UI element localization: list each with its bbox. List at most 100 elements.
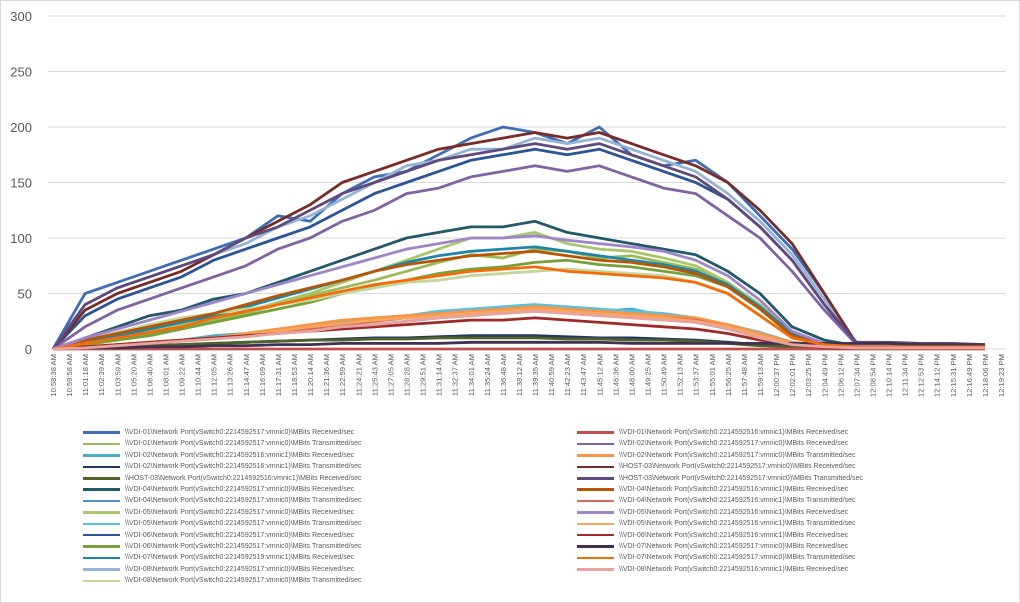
legend-swatch — [577, 568, 614, 571]
legend-entry: \\VDI-02\Network Port(vSwitch0:221459251… — [577, 450, 863, 461]
line-chart: 0 50 100 150 200 250 300 10:58:38 AM 10:59:58 AM… — [10, 9, 1006, 397]
x-tick-label: 11:12:05 AM — [210, 354, 219, 396]
legend-entry: \\HOST-03\Network Port(vSwitch0:22145925… — [577, 461, 863, 472]
x-tick-label: 11:31:14 AM — [435, 354, 444, 396]
legend-swatch — [83, 442, 120, 446]
legend-entry: \\VDI-06\Network Port(vSwitch0:221459251… — [83, 530, 362, 541]
legend-swatch — [577, 533, 614, 537]
series-line — [52, 265, 985, 351]
legend-entry: \\VDI-05\Network Port(vSwitch0:221459251… — [577, 507, 863, 518]
legend-swatch — [83, 522, 120, 526]
x-tick-label: 11:40:59 AM — [547, 354, 556, 396]
legend-label: \\VDI-08\Network Port(vSwitch0:221459251… — [125, 565, 355, 573]
legend-entry: \\VDI-02\Network Port(vSwitch0:221459251… — [577, 438, 863, 449]
legend-label: \\VDI-06\Network Port(vSwitch0:221459251… — [619, 531, 849, 539]
x-tick-label: 11:05:20 AM — [129, 354, 138, 396]
legend-entry: \\VDI-07\Network Port(vSwitch0:221459251… — [577, 541, 863, 552]
legend-entry: \\VDI-05\Network Port(vSwitch0:221459251… — [83, 518, 362, 529]
x-tick-label: 10:58:38 AM — [49, 354, 58, 397]
x-tick-label: 11:46:36 AM — [611, 354, 620, 396]
x-tick-label: 12:16:49 PM — [965, 354, 974, 397]
legend-swatch — [83, 454, 120, 457]
legend-swatch — [83, 556, 120, 560]
x-tick-label: 11:43:47 AM — [579, 354, 588, 396]
legend-entry: \\VDI-05\Network Port(vSwitch0:221459251… — [83, 507, 362, 518]
x-tick-label: 11:45:12 AM — [595, 354, 604, 396]
legend-label: \\VDI-07\Network Port(vSwitch0:221459251… — [125, 554, 355, 562]
x-tick-label: 12:11:34 PM — [901, 354, 910, 397]
legend-label: \\VDI-07\Network Port(vSwitch0:221459251… — [619, 542, 849, 550]
legend-entry: \\VDI-02\Network Port(vSwitch0:221459251… — [83, 450, 362, 461]
legend-label: \\VDI-04\Network Port(vSwitch0:221459251… — [619, 497, 856, 505]
x-tick-label: 12:15:31 PM — [949, 354, 958, 397]
legend-entry: \\VDI-04\Network Port(vSwitch0:221459251… — [577, 495, 863, 506]
legend-swatch — [83, 431, 120, 434]
y-tick-label: 150 — [10, 176, 32, 191]
x-tick-label: 12:00:37 PM — [772, 354, 781, 397]
legend-label: \\HOST-03\Network Port(vSwitch0:22145925… — [619, 474, 863, 482]
legend-label: \\VDI-07\Network Port(vSwitch0:221459251… — [619, 554, 856, 562]
y-tick-label: 100 — [10, 231, 32, 246]
x-tick-label: 11:03:59 AM — [113, 354, 122, 396]
legend-entry: \\VDI-06\Network Port(vSwitch0:221459251… — [577, 530, 863, 541]
legend-label: \\VDI-08\Network Port(vSwitch0:221459251… — [619, 565, 849, 573]
legend-swatch — [577, 522, 614, 526]
legend-label: \\VDI-08\Network Port(vSwitch0:221459251… — [125, 577, 362, 585]
y-tick-label: 0 — [25, 342, 32, 357]
x-tick-label: 11:18:53 AM — [290, 354, 299, 396]
legend-entry: \\VDI-07\Network Port(vSwitch0:221459251… — [577, 552, 863, 563]
x-tick-label: 11:06:40 AM — [145, 354, 154, 396]
x-tick-label: 12:08:54 PM — [868, 354, 877, 397]
legend-swatch — [577, 477, 614, 480]
legend-label: \\VDI-06\Network Port(vSwitch0:221459251… — [125, 531, 355, 539]
legend-entry: \\VDI-04\Network Port(vSwitch0:221459251… — [83, 484, 362, 495]
x-tick-label: 11:50:49 AM — [660, 354, 669, 396]
x-tick-label: 11:14:47 AM — [242, 354, 251, 396]
legend-label: \\HOST-03\Network Port(vSwitch0:22145925… — [619, 463, 856, 471]
x-tick-label: 11:39:35 AM — [531, 354, 540, 396]
x-tick-label: 12:12:53 PM — [917, 354, 926, 397]
legend-label: \\HOST-03\Network Port(vSwitch0:22145925… — [125, 474, 362, 482]
legend-swatch — [83, 568, 120, 571]
legend-entry: \\VDI-08\Network Port(vSwitch0:221459251… — [83, 564, 362, 575]
x-tick-label: 11:13:26 AM — [226, 354, 235, 396]
legend-label: \\VDI-02\Network Port(vSwitch0:221459251… — [125, 463, 362, 471]
x-tick-label: 11:35:24 AM — [483, 354, 492, 396]
legend-entry: \\HOST-03\Network Port(vSwitch0:22145925… — [83, 473, 362, 484]
legend-swatch — [577, 499, 614, 503]
legend-swatch — [83, 465, 120, 469]
legend-label: \\VDI-05\Network Port(vSwitch0:221459251… — [125, 520, 362, 528]
series-line — [52, 340, 985, 351]
x-tick-label: 11:09:22 AM — [178, 354, 187, 396]
x-tick-label: 11:57:48 AM — [740, 354, 749, 396]
x-tick-label: 11:53:37 AM — [692, 354, 701, 396]
x-tick-label: 11:55:01 AM — [708, 354, 717, 396]
legend-swatch — [577, 545, 614, 548]
legend-label: \\VDI-04\Network Port(vSwitch0:221459251… — [619, 485, 849, 493]
x-tick-label: 11:22:59 AM — [338, 354, 347, 396]
x-tick-label: 11:27:05 AM — [386, 354, 395, 396]
legend-swatch — [577, 431, 614, 434]
legend-swatch — [577, 454, 614, 457]
x-tick-label: 12:18:06 PM — [981, 354, 990, 397]
legend-swatch — [577, 465, 614, 469]
legend-swatch — [577, 488, 614, 491]
legend-entry: \\VDI-04\Network Port(vSwitch0:221459251… — [83, 495, 362, 506]
x-tick-label: 12:19:23 PM — [997, 354, 1006, 397]
series-line — [52, 164, 985, 351]
x-tick-label: 11:42:23 AM — [563, 354, 572, 396]
legend-entry: \\VDI-01\Network Port(vSwitch0:221459251… — [577, 427, 863, 438]
x-tick-label: 11:10:44 AM — [194, 354, 203, 396]
legend-swatch — [83, 533, 120, 537]
y-tick-label: 300 — [10, 9, 32, 24]
legend-entry: \\VDI-01\Network Port(vSwitch0:221459251… — [83, 427, 362, 438]
x-tick-label: 11:56:25 AM — [724, 354, 733, 396]
x-tick-label: 11:20:14 AM — [306, 354, 315, 396]
x-tick-label: 10:59:58 AM — [65, 354, 74, 397]
legend-swatch — [83, 477, 120, 480]
series-line — [52, 219, 985, 351]
x-tick-label: 11:49:25 AM — [644, 354, 653, 396]
x-tick-label: 11:24:21 AM — [354, 354, 363, 396]
x-tick-label: 11:52:13 AM — [676, 354, 685, 396]
